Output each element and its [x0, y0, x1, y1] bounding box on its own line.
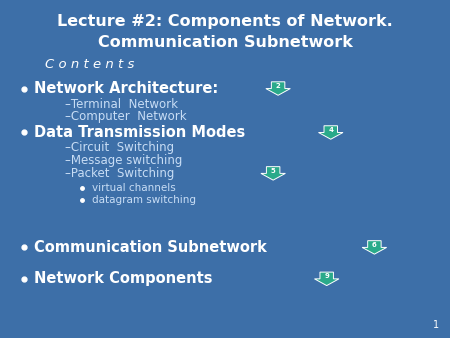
Text: 9: 9 — [324, 273, 329, 279]
Text: Network Components: Network Components — [34, 271, 212, 286]
Text: –Terminal  Network: –Terminal Network — [65, 98, 178, 111]
Text: –Message switching: –Message switching — [65, 154, 183, 167]
Text: –Circuit  Switching: –Circuit Switching — [65, 141, 175, 154]
Text: Lecture #2: Components of Network.: Lecture #2: Components of Network. — [57, 15, 393, 29]
Text: Communication Subnetwork: Communication Subnetwork — [98, 35, 352, 50]
Text: virtual channels: virtual channels — [92, 183, 176, 193]
Polygon shape — [266, 82, 290, 95]
Text: 1: 1 — [432, 319, 439, 330]
Polygon shape — [315, 272, 339, 286]
Polygon shape — [362, 241, 387, 254]
Text: –Computer  Network: –Computer Network — [65, 110, 187, 123]
Text: Communication Subnetwork: Communication Subnetwork — [34, 240, 266, 255]
Text: Data Transmission Modes: Data Transmission Modes — [34, 125, 245, 140]
Text: 4: 4 — [328, 127, 333, 133]
Text: 2: 2 — [276, 83, 280, 89]
Text: –Packet  Switching: –Packet Switching — [65, 167, 175, 180]
Polygon shape — [319, 126, 343, 139]
Text: Network Architecture:: Network Architecture: — [34, 81, 218, 96]
Text: 5: 5 — [271, 168, 275, 174]
Text: datagram switching: datagram switching — [92, 195, 196, 206]
Text: 6: 6 — [372, 242, 377, 248]
Text: C o n t e n t s: C o n t e n t s — [45, 58, 135, 71]
Polygon shape — [261, 167, 285, 180]
